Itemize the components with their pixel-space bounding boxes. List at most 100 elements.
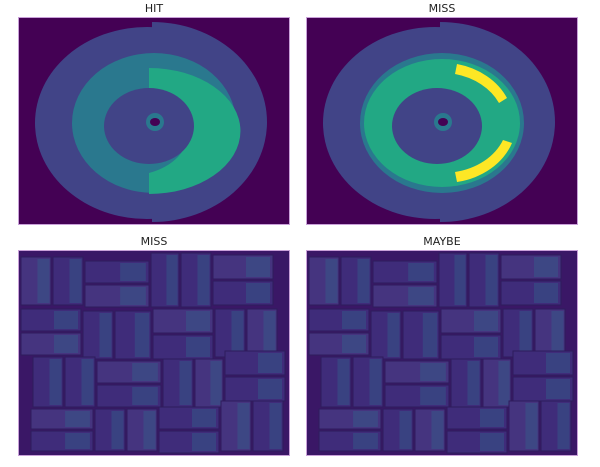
detector-tile bbox=[94, 408, 126, 452]
detector-tile bbox=[402, 310, 440, 360]
detector-tile-glow bbox=[357, 259, 370, 303]
detector-tile-glow bbox=[192, 433, 216, 451]
detector-tile-glow bbox=[420, 387, 446, 405]
detector-tile bbox=[246, 308, 278, 358]
panel-title-miss-bottom: MISS bbox=[140, 235, 168, 248]
detector-tile-glow bbox=[54, 311, 78, 329]
detector-tile bbox=[440, 334, 502, 360]
detector-tile bbox=[114, 310, 152, 360]
detector-tile-glow bbox=[120, 263, 146, 281]
detector-tile-glow bbox=[37, 259, 50, 303]
detector-tile bbox=[468, 252, 500, 308]
detector-tile bbox=[180, 252, 212, 308]
detector-tile-glow bbox=[246, 283, 270, 303]
detector-tile-glow bbox=[231, 311, 244, 355]
detector-tile bbox=[500, 280, 562, 306]
panel-miss-top-image bbox=[306, 17, 578, 225]
detector-tile bbox=[384, 360, 450, 384]
detector-tile-glow bbox=[557, 403, 570, 449]
detector-tile-glow bbox=[258, 379, 282, 399]
detector-tile-glow bbox=[408, 287, 434, 305]
yellow-arc-top bbox=[455, 64, 507, 103]
detector-tile-glow bbox=[120, 287, 146, 305]
center-hole bbox=[438, 118, 448, 126]
detector-tile-glow bbox=[325, 259, 338, 303]
detector-tile bbox=[214, 308, 246, 358]
detector-tile bbox=[126, 408, 158, 452]
detector-tile-glow bbox=[480, 409, 504, 427]
detector-tile-glow bbox=[420, 363, 446, 381]
detector-tile-glow bbox=[81, 359, 94, 405]
detector-tile-glow bbox=[337, 359, 350, 405]
detector-tile-glow bbox=[246, 257, 270, 277]
detector-tile-glow bbox=[197, 255, 210, 305]
detector-tile bbox=[30, 430, 94, 452]
detector-tile bbox=[20, 332, 82, 356]
detector-tile bbox=[20, 256, 52, 306]
detector-tile-glow bbox=[422, 313, 438, 357]
detector-tile-glow bbox=[49, 359, 62, 405]
detector-tile bbox=[512, 350, 574, 376]
panel-maybe-image bbox=[306, 250, 578, 456]
detector-tile bbox=[512, 376, 574, 402]
detector-tile-glow bbox=[54, 335, 78, 353]
detector-tile-glow bbox=[111, 411, 124, 449]
detector-tile-glow bbox=[269, 403, 282, 449]
detector-tile-glow bbox=[65, 433, 90, 449]
detector-tile bbox=[500, 254, 562, 280]
detector-tile bbox=[308, 332, 370, 356]
detector-tile bbox=[440, 308, 502, 334]
detector-tile bbox=[158, 406, 220, 430]
detector-tile-glow bbox=[237, 403, 250, 449]
detector-tile bbox=[320, 356, 352, 408]
detector-tile bbox=[82, 310, 114, 360]
detector-tile-glow bbox=[186, 337, 210, 357]
detector-tile-glow bbox=[134, 313, 150, 357]
detector-tile bbox=[212, 254, 274, 280]
detector-tile-glow bbox=[546, 379, 570, 399]
detector-tile bbox=[508, 400, 540, 452]
detector-tile bbox=[220, 400, 252, 452]
detector-tile-glow bbox=[474, 311, 498, 331]
detector-tile-glow bbox=[534, 283, 558, 303]
detector-tile bbox=[308, 308, 370, 332]
detector-tile bbox=[502, 308, 534, 358]
detector-tile bbox=[372, 284, 438, 308]
detector-tile bbox=[372, 260, 438, 284]
detector-tile-glow bbox=[65, 411, 90, 427]
detector-tile bbox=[414, 408, 446, 452]
detector-tile bbox=[224, 376, 286, 402]
detector-tile bbox=[450, 358, 482, 408]
detector-tile-glow bbox=[342, 335, 366, 353]
detector-tile bbox=[30, 408, 94, 430]
panel-title-miss-top: MISS bbox=[428, 2, 456, 15]
detector-tile-glow bbox=[519, 311, 532, 355]
detector-tile bbox=[194, 358, 224, 408]
detector-tile bbox=[52, 256, 84, 306]
detector-tile-glow bbox=[132, 363, 158, 381]
detector-tile-glow bbox=[474, 337, 498, 357]
detector-tile-glow bbox=[210, 361, 222, 405]
detector-tile bbox=[162, 358, 194, 408]
detector-tile bbox=[340, 256, 372, 306]
detector-tile bbox=[20, 308, 82, 332]
detector-tile bbox=[438, 252, 468, 308]
detector-tile-glow bbox=[99, 313, 112, 357]
detector-tile-glow bbox=[192, 409, 216, 427]
detector-tile bbox=[318, 430, 382, 452]
detector-tile bbox=[446, 406, 508, 430]
detector-tile-glow bbox=[498, 361, 510, 405]
detector-tile bbox=[540, 400, 572, 452]
detector-tile-glow bbox=[408, 263, 434, 281]
detector-tile bbox=[158, 430, 220, 454]
detector-tile bbox=[64, 356, 96, 408]
panel-title-maybe: MAYBE bbox=[423, 235, 461, 248]
detector-tile-glow bbox=[454, 255, 466, 305]
detector-tile-glow bbox=[480, 433, 504, 451]
detector-tile bbox=[370, 310, 402, 360]
yellow-arc-bottom bbox=[455, 140, 512, 182]
detector-tile-glow bbox=[353, 433, 378, 449]
detector-tile-glow bbox=[179, 361, 192, 405]
detector-tile bbox=[212, 280, 274, 306]
detector-tile-glow bbox=[431, 411, 444, 449]
